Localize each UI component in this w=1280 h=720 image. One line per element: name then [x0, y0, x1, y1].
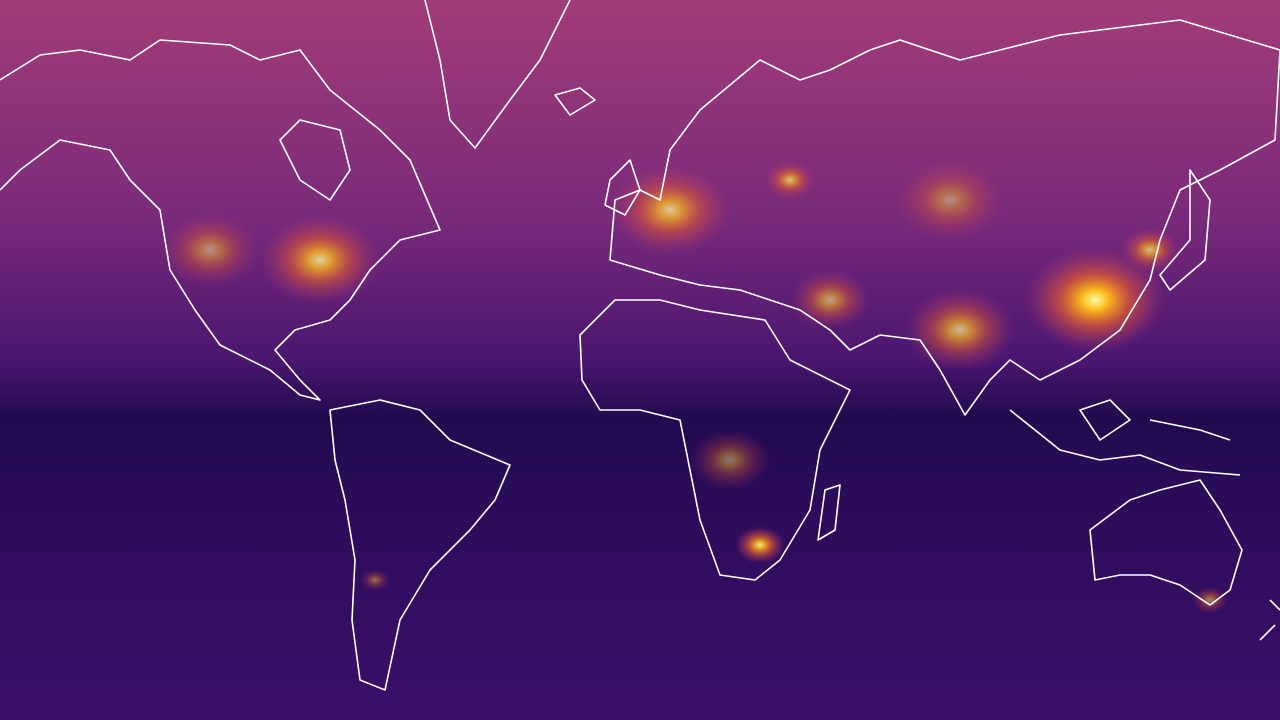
north-america-outline	[0, 39, 441, 401]
hotspot-central-africa	[690, 430, 770, 490]
new-zealand-outline	[1259, 599, 1280, 641]
hudson-bay-outline	[279, 119, 351, 201]
hotspot-argentina	[360, 568, 390, 592]
hotspot-central-asia	[895, 158, 1005, 242]
hotspot-korea-japan	[1120, 227, 1180, 273]
south-america-outline	[329, 399, 511, 691]
japan-outline	[1159, 169, 1211, 291]
iceland-outline	[554, 87, 596, 116]
indonesia-outline	[1009, 399, 1241, 476]
hotspot-middle-east	[790, 270, 870, 330]
hotspot-layer	[160, 158, 1228, 614]
hotspot-india-ganges	[905, 288, 1015, 372]
hotspot-south-africa	[735, 526, 785, 564]
uk-outline	[604, 159, 641, 216]
africa-outline	[579, 299, 851, 581]
hotspot-western-us	[160, 212, 260, 288]
madagascar-outline	[817, 484, 841, 541]
australia-outline	[1089, 479, 1243, 606]
hotspot-moscow	[765, 161, 815, 199]
hotspot-southeast-australia	[1192, 586, 1228, 614]
greenland-outline	[424, 0, 571, 149]
hotspot-eastern-china	[1025, 247, 1165, 353]
hotspot-eastern-us	[260, 215, 380, 305]
coastline-layer	[0, 0, 1280, 691]
eurasia-outline	[609, 19, 1280, 416]
